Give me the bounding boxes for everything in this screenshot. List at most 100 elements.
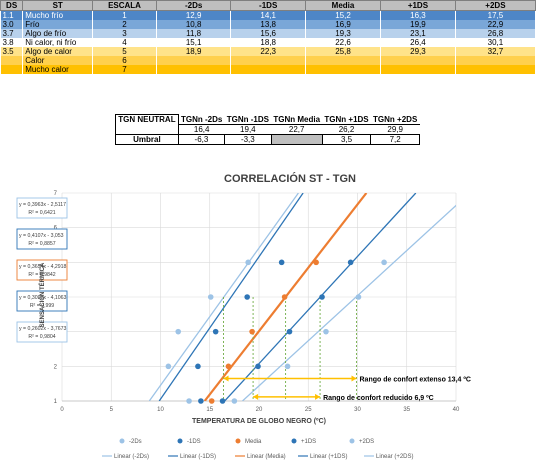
scale-cell-media xyxy=(305,56,382,65)
scale-cell-p1: 19,9 xyxy=(380,20,456,29)
equation-box xyxy=(16,321,68,343)
scale-cell-p1 xyxy=(380,65,456,74)
equation-text: y = 0,3654x - 4,2918 xyxy=(19,264,67,270)
scale-cell-m2: 11,8 xyxy=(156,29,232,38)
scale-cell-m2: 10,8 xyxy=(156,20,232,29)
legend-marker xyxy=(235,438,241,444)
tgn-neutral-label-cell xyxy=(115,124,179,134)
scale-cell-m1 xyxy=(230,56,306,65)
legend-line-label: Linear (-1DS) xyxy=(180,454,216,460)
range-label: Rango de confort extenso 13,4 ºC xyxy=(360,376,471,383)
data-point xyxy=(231,398,238,404)
scale-header-1: ST xyxy=(22,0,94,11)
scale-cell-st: Frío xyxy=(22,20,94,29)
x-tick-label: 5 xyxy=(110,407,114,413)
y-axis-label: SENSACIÓN TÉRMICA xyxy=(38,262,46,327)
tgn-header: TGNn Media xyxy=(271,114,323,125)
y-tick-label: 1 xyxy=(54,399,58,405)
umbral-label: Umbral xyxy=(115,133,179,145)
scale-cell-ds: 3.5 xyxy=(0,47,24,56)
data-point xyxy=(212,328,219,335)
data-point xyxy=(208,398,215,404)
scale-cell-m2: 12,9 xyxy=(156,10,232,20)
x-tick-label: 25 xyxy=(305,407,312,413)
scale-cell-p1: 26,4 xyxy=(380,38,456,47)
scale-cell-escala: 3 xyxy=(92,29,157,38)
data-point xyxy=(255,363,261,370)
scale-cell-p2 xyxy=(455,56,536,65)
scale-cell-m1: 22,3 xyxy=(230,47,306,56)
range-arrowhead xyxy=(351,375,357,382)
umbral-value: 3,5 xyxy=(321,133,372,145)
scale-cell-p2: 17,5 xyxy=(455,10,536,20)
scale-cell-m2 xyxy=(156,65,232,74)
y-tick-label: 2 xyxy=(54,364,58,370)
scale-cell-p1: 23,1 xyxy=(380,29,456,38)
legend-marker xyxy=(177,438,183,444)
scale-cell-media: 19,3 xyxy=(305,29,382,38)
legend-marker xyxy=(119,438,125,444)
x-tick-label: 15 xyxy=(206,407,213,413)
equation-box xyxy=(16,228,68,250)
data-point xyxy=(323,328,329,335)
umbral-gray-cell xyxy=(270,133,323,145)
data-point xyxy=(225,363,232,370)
scale-cell-escala: 2 xyxy=(92,20,157,29)
scale-header-6: +1DS xyxy=(380,0,456,11)
x-tick-label: 0 xyxy=(60,407,64,413)
scale-cell-media: 15,2 xyxy=(305,10,382,20)
tgn-neutral-value: 22,7 xyxy=(288,124,305,134)
scale-cell-p2 xyxy=(455,65,536,74)
scale-cell-m2 xyxy=(156,56,232,65)
tgn-table-header: TGN NEUTRAL TGNn -2Ds TGNn -1DS TGNn Med… xyxy=(115,114,420,125)
scale-header-4: -1DS xyxy=(230,0,306,11)
r2-text: R² = 0,8857 xyxy=(28,241,55,247)
range-arrowhead xyxy=(315,393,321,400)
data-point xyxy=(313,259,319,266)
scale-cell-media: 25,8 xyxy=(305,47,382,56)
data-point xyxy=(165,363,172,370)
equation-text: y = 0,3963x - 2,5117 xyxy=(19,202,66,208)
scale-header-2: ESCALA xyxy=(92,0,157,11)
scale-cell-m1: 13,8 xyxy=(230,20,306,29)
correlation-chart: CORRELACIÓN ST - TGN 0510152025303540123… xyxy=(16,172,471,460)
scale-cell-m1 xyxy=(230,65,306,74)
umbral-value: -3,3 xyxy=(224,133,272,145)
legend-line-label: Linear (+1DS) xyxy=(310,454,348,460)
legend-marker xyxy=(291,438,297,444)
data-point xyxy=(245,259,251,266)
scale-row: 3.8 Ni calor, ni frío 4 15,1 18,8 22,6 26,4 30,… xyxy=(0,38,536,47)
x-tick-label: 30 xyxy=(354,407,361,413)
equation-text: y = 0,3092x - 4,1063 xyxy=(19,295,67,301)
scale-cell-escala: 6 xyxy=(92,56,157,65)
x-tick-label: 10 xyxy=(157,407,164,413)
scale-cell-media: 22,6 xyxy=(305,38,382,47)
scale-cell-m1: 14,1 xyxy=(230,10,306,20)
scale-cell-media: 16,9 xyxy=(305,20,382,29)
umbral-value: -6,3 xyxy=(177,133,226,145)
r2-text: R² = 0,9804 xyxy=(28,334,55,340)
scale-header-3: -2Ds xyxy=(155,0,232,11)
tgn-neutral-value: 29,9 xyxy=(387,124,403,134)
range-arrowhead xyxy=(253,393,259,400)
scale-cell-m1: 18,8 xyxy=(230,38,306,47)
legend-label: +2DS xyxy=(359,439,374,445)
range-arrowhead xyxy=(223,375,229,382)
y-tick-label: 7 xyxy=(54,191,58,197)
scale-cell-p2: 22,9 xyxy=(455,20,536,29)
data-point xyxy=(281,294,288,300)
equation-text: y = 0,4107x - 3,053 xyxy=(19,233,64,239)
tgn-header: TGNn -1DS xyxy=(224,114,272,125)
scale-table-body: 1.1 Mucho frío 1 12,9 14,1 15,2 16,3 17,5 3.0 Frí… xyxy=(0,10,536,74)
data-point xyxy=(195,363,201,370)
data-point xyxy=(286,328,293,335)
data-point xyxy=(249,328,255,335)
r2-text: R² = 0,999 xyxy=(30,303,54,309)
scale-cell-st: Algo de frío xyxy=(22,29,94,38)
tgn-neutral-value: 19,4 xyxy=(240,124,256,134)
scale-header-0: DS xyxy=(0,0,24,11)
chart-legend: -2Ds -1DS Media +1DS +2DS Linear (-2Ds) Linear… xyxy=(102,438,414,460)
tgn-header: TGNn +2DS xyxy=(370,114,420,125)
trendline-+1DS xyxy=(158,193,304,401)
chart-title: CORRELACIÓN ST - TGN xyxy=(224,172,356,185)
